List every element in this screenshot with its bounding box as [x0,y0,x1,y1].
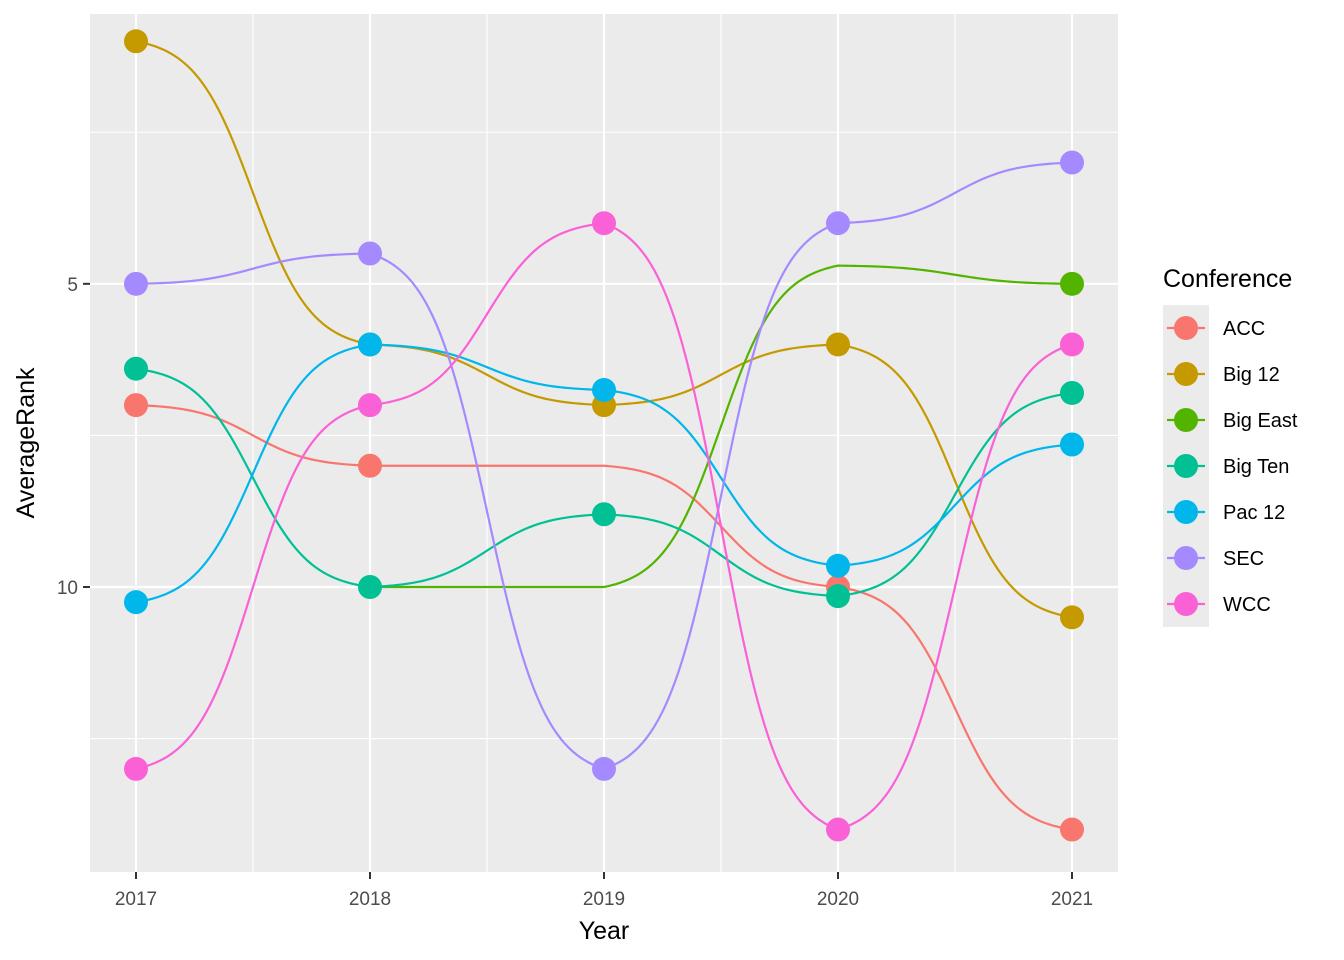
point-pac-12-2017 [124,590,148,615]
point-pac-12-2020 [826,553,850,578]
legend-label: ACC [1223,318,1265,340]
point-acc-2021 [1060,817,1084,842]
point-sec-2021 [1060,150,1084,175]
legend-key-point [1174,546,1198,570]
point-sec-2019 [592,756,616,781]
y-axis-title: AverageRank [12,367,40,519]
legend-label: Big Ten [1223,456,1289,478]
legend-key-point [1174,408,1198,432]
legend-label: Big 12 [1223,364,1280,386]
point-pac-12-2019 [592,377,616,402]
legend-label: SEC [1223,548,1264,570]
x-axis: 2017 2018 2019 2020 2021 [115,872,1093,910]
point-pac-12-2018 [358,332,382,357]
point-big-ten-2020 [826,584,850,609]
x-axis-title: Year [579,917,630,945]
point-big-12-2021 [1060,605,1084,630]
point-wcc-2021 [1060,332,1084,357]
y-axis: 5 10 [57,275,90,599]
point-big-ten-2017 [124,356,148,381]
series-points [124,29,1084,842]
line-acc [135,404,1073,831]
legend-label: Pac 12 [1223,502,1285,524]
legend-label: Big East [1223,410,1298,432]
point-acc-2018 [358,453,382,478]
point-acc-2017 [124,393,148,418]
legend-key-point [1174,362,1198,386]
legend-label: WCC [1223,594,1271,616]
point-big-12-2017 [124,29,148,54]
point-wcc-2018 [358,393,382,418]
point-wcc-2020 [826,817,850,842]
y-tick-label: 5 [67,275,78,296]
point-sec-2018 [358,241,382,266]
point-big-ten-2018 [358,575,382,600]
point-big-ten-2019 [592,502,616,527]
point-sec-2020 [826,211,850,236]
x-tick-label: 2021 [1051,889,1093,910]
legend-key-point [1174,316,1198,340]
line-big-east [370,264,1073,589]
point-big-east-2021 [1060,271,1084,296]
point-big-12-2020 [826,332,850,357]
point-pac-12-2021 [1060,432,1084,457]
point-big-ten-2021 [1060,380,1084,405]
legend-title: Conference [1163,265,1292,293]
point-wcc-2017 [124,756,148,781]
legend-key-point [1174,500,1198,524]
point-sec-2017 [124,271,148,296]
x-tick-label: 2018 [349,889,391,910]
x-tick-label: 2020 [817,889,859,910]
point-wcc-2019 [592,211,616,236]
legend-key-point [1174,592,1198,616]
legend-key-point [1174,454,1198,478]
legend: Conference ACC Big 12 Big East Big Ten Pac 1… [1163,265,1298,627]
x-tick-label: 2019 [583,889,625,910]
x-tick-label: 2017 [115,889,157,910]
y-tick-label: 10 [57,578,78,599]
